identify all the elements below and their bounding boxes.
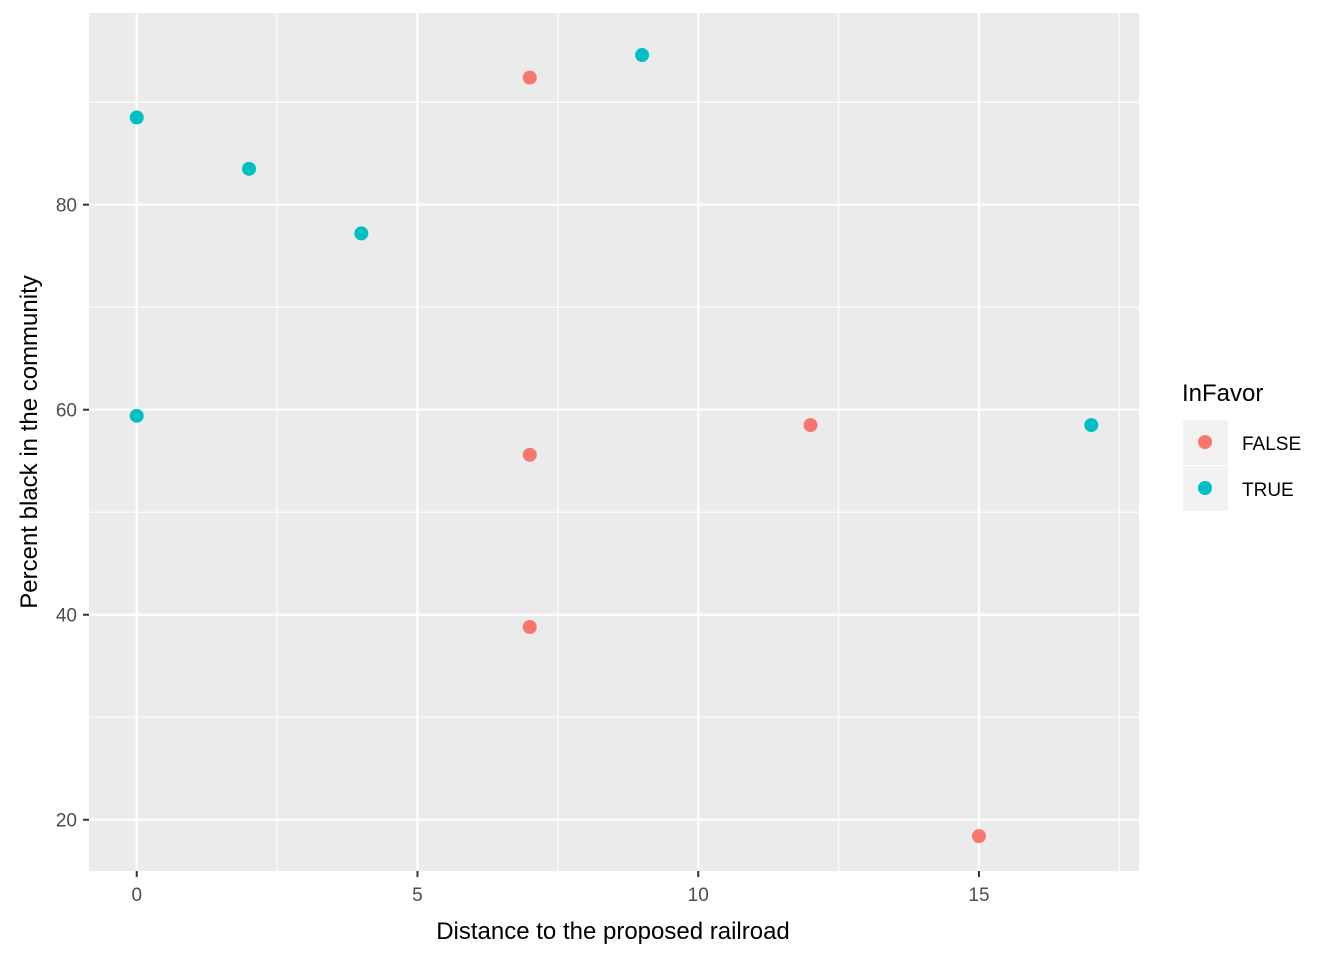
data-point-false	[522, 70, 537, 85]
data-point-true	[635, 48, 650, 63]
y-tick-label: 80	[56, 196, 77, 217]
legend: InFavor FALSE TRUE	[1182, 380, 1301, 511]
x-axis-ticks: 0 5 10 15	[131, 871, 990, 906]
data-point-false	[522, 620, 537, 635]
x-tick-label: 5	[412, 885, 423, 906]
data-point-true	[129, 408, 144, 423]
data-point-false	[522, 447, 537, 462]
legend-title: InFavor	[1182, 380, 1263, 407]
data-point-true	[242, 161, 257, 176]
data-point-true	[129, 110, 144, 125]
y-tick-label: 20	[56, 811, 77, 832]
legend-label-true: TRUE	[1242, 480, 1294, 501]
data-point-false	[803, 418, 818, 433]
panel-background	[89, 13, 1139, 871]
x-tick-label: 15	[968, 885, 989, 906]
data-point-false	[971, 829, 986, 844]
data-point-true	[1084, 418, 1099, 433]
data-points	[129, 48, 1099, 844]
legend-label-false: FALSE	[1242, 434, 1301, 455]
x-axis-title: Distance to the proposed railroad	[436, 918, 790, 945]
y-axis-title: Percent black in the community	[16, 275, 43, 608]
legend-key-false	[1198, 435, 1212, 449]
data-point-true	[354, 226, 369, 241]
y-tick-label: 40	[56, 606, 77, 627]
x-tick-label: 10	[688, 885, 709, 906]
legend-items: FALSE TRUE	[1183, 420, 1301, 511]
grid-lines	[89, 13, 1139, 871]
legend-key-true	[1198, 481, 1212, 495]
x-tick-label: 0	[131, 885, 142, 906]
y-tick-label: 60	[56, 401, 77, 422]
y-axis-ticks: 20 40 60 80	[56, 196, 89, 832]
